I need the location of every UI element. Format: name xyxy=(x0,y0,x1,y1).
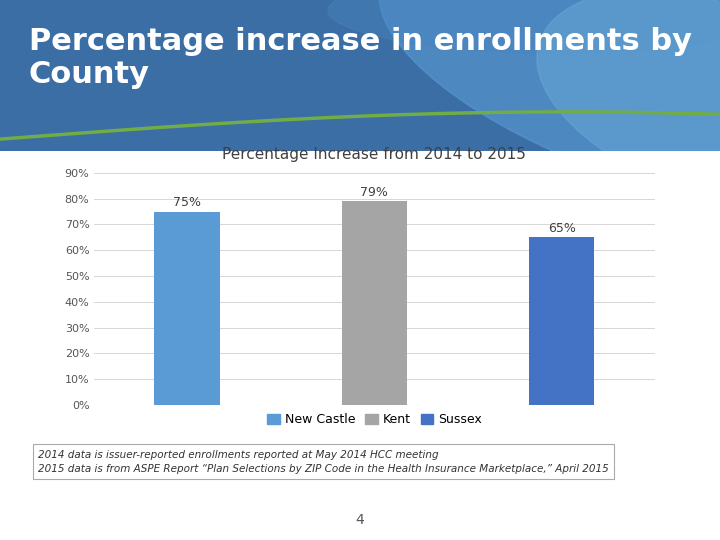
Legend: New Castle, Kent, Sussex: New Castle, Kent, Sussex xyxy=(262,408,487,431)
Text: 4: 4 xyxy=(356,513,364,526)
Text: Percentage increase in enrollments by
County: Percentage increase in enrollments by Co… xyxy=(29,27,692,89)
Ellipse shape xyxy=(328,0,720,54)
Ellipse shape xyxy=(537,0,720,225)
Text: 79%: 79% xyxy=(361,186,388,199)
Text: 75%: 75% xyxy=(174,196,201,209)
Ellipse shape xyxy=(379,0,720,207)
Bar xyxy=(528,237,594,405)
Bar xyxy=(341,201,408,405)
Bar xyxy=(154,212,220,405)
Title: Percentage Increase from 2014 to 2015: Percentage Increase from 2014 to 2015 xyxy=(222,147,526,162)
Text: 2014 data is issuer-reported enrollments reported at May 2014 HCC meeting
2015 d: 2014 data is issuer-reported enrollments… xyxy=(38,450,609,474)
Text: 65%: 65% xyxy=(548,222,575,235)
